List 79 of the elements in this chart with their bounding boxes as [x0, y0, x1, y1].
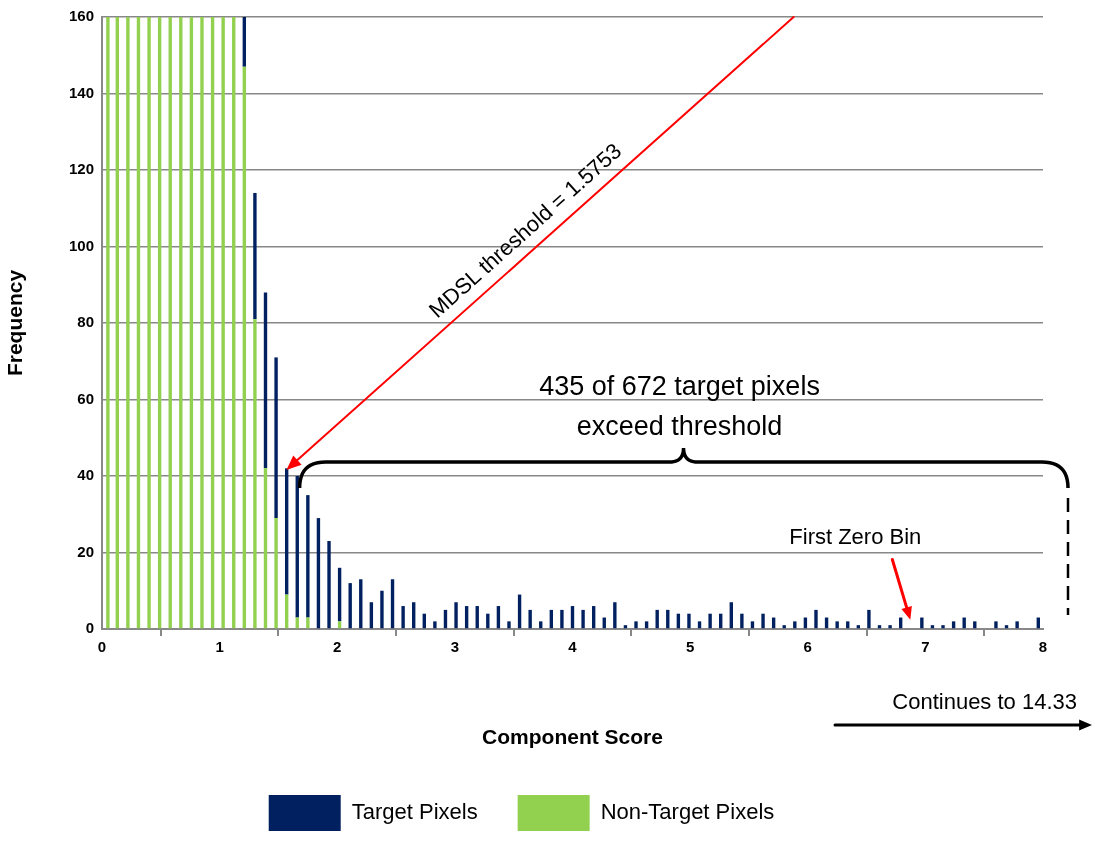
y-tick-label: 140 [68, 83, 94, 101]
bar [697, 621, 702, 629]
y-tick-label: 120 [68, 160, 94, 178]
bar [655, 609, 659, 629]
bar [793, 621, 797, 629]
bar [835, 621, 839, 629]
bar [623, 625, 628, 629]
bar [274, 357, 278, 519]
annotation: 435 of 672 target pixels exceed threshold [539, 371, 820, 442]
bar [401, 606, 405, 629]
x-tick-label: 4 [568, 638, 578, 656]
bar [348, 583, 352, 629]
bar [433, 621, 437, 629]
bar [126, 17, 130, 629]
legend-label: Target Pixels [351, 799, 478, 825]
bar [951, 621, 956, 629]
bar [1004, 625, 1009, 629]
bar [740, 613, 744, 629]
text: Continues to 14.33 [892, 689, 1077, 715]
x-tick-label: 8 [1038, 638, 1048, 656]
bar [306, 495, 310, 618]
x-tick-label: 3 [450, 638, 460, 656]
bar [973, 621, 977, 629]
bar [941, 625, 945, 629]
bar [1015, 621, 1019, 629]
bar [867, 609, 871, 629]
bar [888, 625, 892, 629]
x-tick-label: 6 [803, 638, 812, 656]
bar [581, 609, 585, 629]
bar [454, 602, 458, 629]
bar [221, 17, 225, 629]
y-tick-label: 20 [77, 542, 94, 560]
x-tick-label: 7 [921, 638, 930, 656]
bar [106, 17, 110, 629]
x-axis-title: Component Score [482, 725, 663, 749]
bar [539, 621, 543, 629]
y-axis-title: Frequency [3, 269, 27, 377]
bar [962, 617, 966, 629]
bar [327, 541, 331, 629]
bar [507, 621, 511, 629]
bar [994, 621, 998, 629]
y-tick-label: 160 [68, 7, 94, 25]
bar [814, 609, 818, 629]
bar [560, 609, 564, 629]
x-tick-label: 5 [685, 638, 695, 656]
bar [877, 625, 882, 629]
bar [253, 319, 257, 629]
bar [380, 590, 384, 629]
bar [687, 613, 691, 629]
bar [920, 617, 924, 629]
bar [337, 621, 342, 629]
bar [761, 613, 765, 629]
x-tick-label: 0 [97, 638, 107, 656]
y-tick-label: 60 [77, 389, 94, 407]
bar [147, 17, 151, 629]
legend-label: Non-Target Pixels [600, 799, 775, 825]
bar [179, 17, 183, 629]
y-tick-label: 0 [85, 619, 94, 637]
bar [644, 621, 649, 629]
bar [274, 518, 278, 629]
bar [708, 613, 712, 629]
bar [253, 192, 257, 320]
x-tick-label: 2 [333, 638, 342, 656]
y-tick-label: 100 [68, 236, 94, 254]
bar [750, 621, 755, 629]
bar [930, 625, 935, 629]
bar [782, 625, 786, 629]
bar [486, 613, 490, 629]
y-tick-label: 40 [77, 466, 94, 484]
bar [200, 17, 204, 629]
bar [846, 621, 850, 629]
bar [613, 602, 617, 629]
bar [528, 609, 532, 629]
y-tick-label: 80 [77, 313, 94, 331]
annotation: First Zero Bin [789, 523, 922, 549]
bar [306, 617, 310, 629]
bar [634, 621, 638, 629]
x-tick-label: 1 [215, 638, 224, 656]
bar [856, 625, 861, 629]
